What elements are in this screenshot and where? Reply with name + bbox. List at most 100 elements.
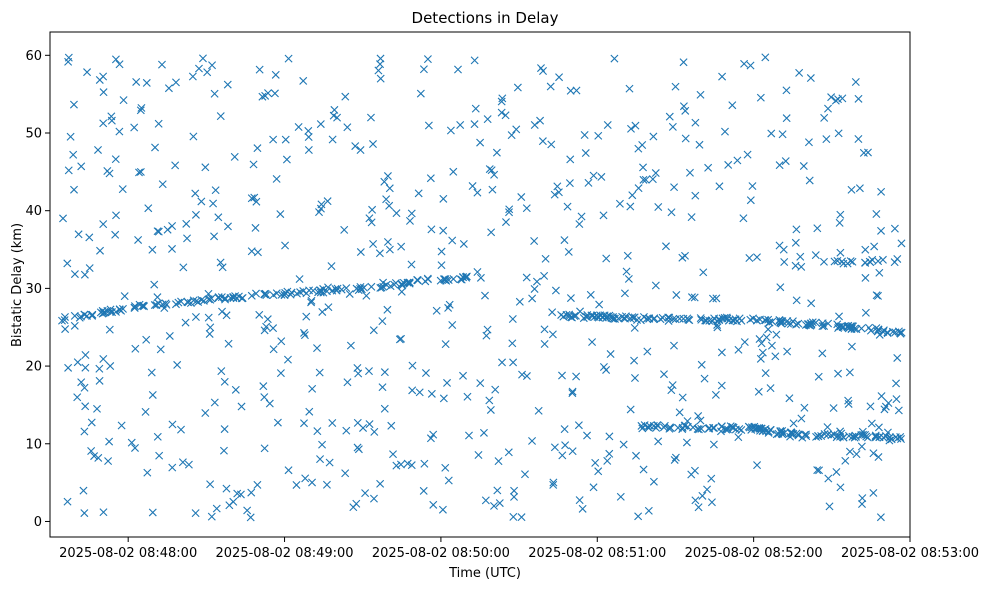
data-point xyxy=(263,315,272,324)
data-point xyxy=(236,490,245,499)
data-point xyxy=(165,331,174,340)
data-point xyxy=(761,369,770,378)
data-point xyxy=(749,314,757,323)
data-point xyxy=(218,307,227,316)
data-point xyxy=(630,356,639,365)
data-point xyxy=(156,345,165,354)
data-point xyxy=(712,294,721,303)
data-point xyxy=(624,274,633,283)
data-point xyxy=(497,97,506,106)
data-point xyxy=(852,325,861,334)
data-point xyxy=(851,77,860,86)
data-point xyxy=(836,432,844,441)
data-point xyxy=(259,382,268,391)
data-point xyxy=(813,431,822,440)
data-point xyxy=(568,389,577,398)
y-tick-label: 0 xyxy=(34,515,42,530)
data-point xyxy=(570,312,579,321)
data-point xyxy=(797,414,806,423)
data-point xyxy=(153,227,162,236)
y-tick-label: 60 xyxy=(25,49,42,64)
data-point xyxy=(198,54,207,63)
data-point xyxy=(874,291,882,300)
data-point xyxy=(758,348,767,357)
data-point xyxy=(893,353,902,362)
data-point xyxy=(873,327,882,336)
data-point xyxy=(181,318,190,327)
data-point xyxy=(832,467,841,476)
data-point xyxy=(270,89,279,98)
data-point xyxy=(695,140,704,149)
data-point xyxy=(247,488,256,497)
data-point xyxy=(220,425,229,434)
data-point xyxy=(707,474,716,483)
data-point xyxy=(416,89,425,98)
data-point xyxy=(364,367,373,376)
data-point xyxy=(865,257,874,266)
data-point xyxy=(747,423,756,432)
data-point xyxy=(449,274,458,283)
data-point xyxy=(877,226,886,235)
data-point xyxy=(284,54,293,63)
data-point xyxy=(148,245,157,254)
data-point xyxy=(341,469,350,478)
data-point xyxy=(599,363,608,371)
data-point xyxy=(824,430,833,439)
data-point xyxy=(609,314,618,323)
data-point xyxy=(687,213,696,222)
data-point xyxy=(681,251,689,260)
data-point xyxy=(444,476,453,485)
data-point xyxy=(794,319,803,328)
data-point xyxy=(685,168,694,177)
data-point xyxy=(638,424,647,433)
data-point xyxy=(99,308,108,317)
data-point xyxy=(131,344,140,353)
data-point xyxy=(365,420,374,429)
data-point xyxy=(64,363,73,372)
data-point xyxy=(581,149,590,158)
data-point xyxy=(342,426,351,435)
data-point xyxy=(392,461,401,470)
data-point xyxy=(158,180,167,189)
data-point xyxy=(262,291,271,300)
data-point xyxy=(520,470,529,479)
data-point xyxy=(871,431,880,440)
data-point xyxy=(568,447,577,456)
data-point xyxy=(699,268,708,277)
data-point xyxy=(696,90,705,99)
data-point xyxy=(300,328,309,337)
data-point xyxy=(315,208,324,217)
data-point xyxy=(627,124,635,133)
data-point xyxy=(238,294,247,302)
data-point xyxy=(304,145,313,154)
data-point xyxy=(709,440,718,449)
chart-title: Detections in Delay xyxy=(412,9,559,27)
data-point xyxy=(283,287,292,296)
data-point xyxy=(294,123,303,132)
data-point xyxy=(135,168,143,177)
data-point xyxy=(517,193,526,202)
data-point xyxy=(405,278,414,287)
data-point xyxy=(823,423,832,432)
data-point xyxy=(87,447,96,456)
data-point xyxy=(444,303,453,312)
data-point xyxy=(81,402,90,411)
data-point xyxy=(628,191,637,200)
data-point xyxy=(471,104,480,113)
data-point xyxy=(602,254,611,263)
data-point xyxy=(61,325,70,334)
data-point xyxy=(800,430,809,439)
data-point xyxy=(81,351,90,359)
data-point xyxy=(226,293,235,302)
data-point xyxy=(593,312,602,321)
data-point xyxy=(528,294,537,303)
data-point xyxy=(453,65,462,74)
data-point xyxy=(112,211,120,220)
data-point xyxy=(641,175,650,184)
data-point xyxy=(891,328,900,337)
data-point xyxy=(625,84,634,93)
data-point xyxy=(427,225,436,234)
x-tick-label: 2025-08-02 08:52:00 xyxy=(685,546,823,561)
data-point xyxy=(95,364,104,373)
